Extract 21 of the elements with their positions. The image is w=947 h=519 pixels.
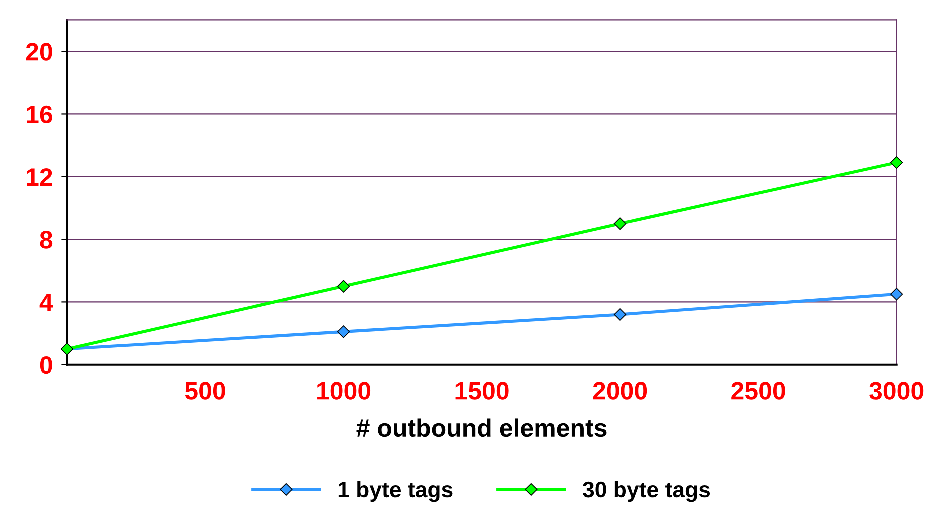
x-tick-label: 2500	[732, 382, 786, 400]
y-tick-label: 4	[40, 294, 54, 312]
x-tick-label: 1500	[456, 382, 509, 400]
y-tick-label: 20	[26, 43, 52, 61]
point	[337, 326, 350, 338]
x-tick-label: 3000	[870, 382, 924, 400]
legend-label: 1 byte tags	[338, 481, 453, 502]
y-tick-label: 8	[40, 231, 53, 249]
y-tick-label: 16	[27, 106, 52, 124]
point	[337, 280, 350, 293]
x-axis-title: # outbound elements	[356, 418, 607, 438]
y-tick-label: 0	[40, 356, 52, 374]
point	[890, 156, 904, 170]
x-tick-label: 2000	[593, 382, 648, 400]
point	[890, 288, 904, 301]
x-tick-label: 1000	[318, 382, 371, 400]
y-tick-label: 12	[27, 168, 52, 186]
point	[614, 308, 627, 322]
point	[614, 218, 627, 230]
x-tick-label: 500	[185, 382, 226, 400]
legend-label: 30 byte tags	[583, 481, 710, 502]
